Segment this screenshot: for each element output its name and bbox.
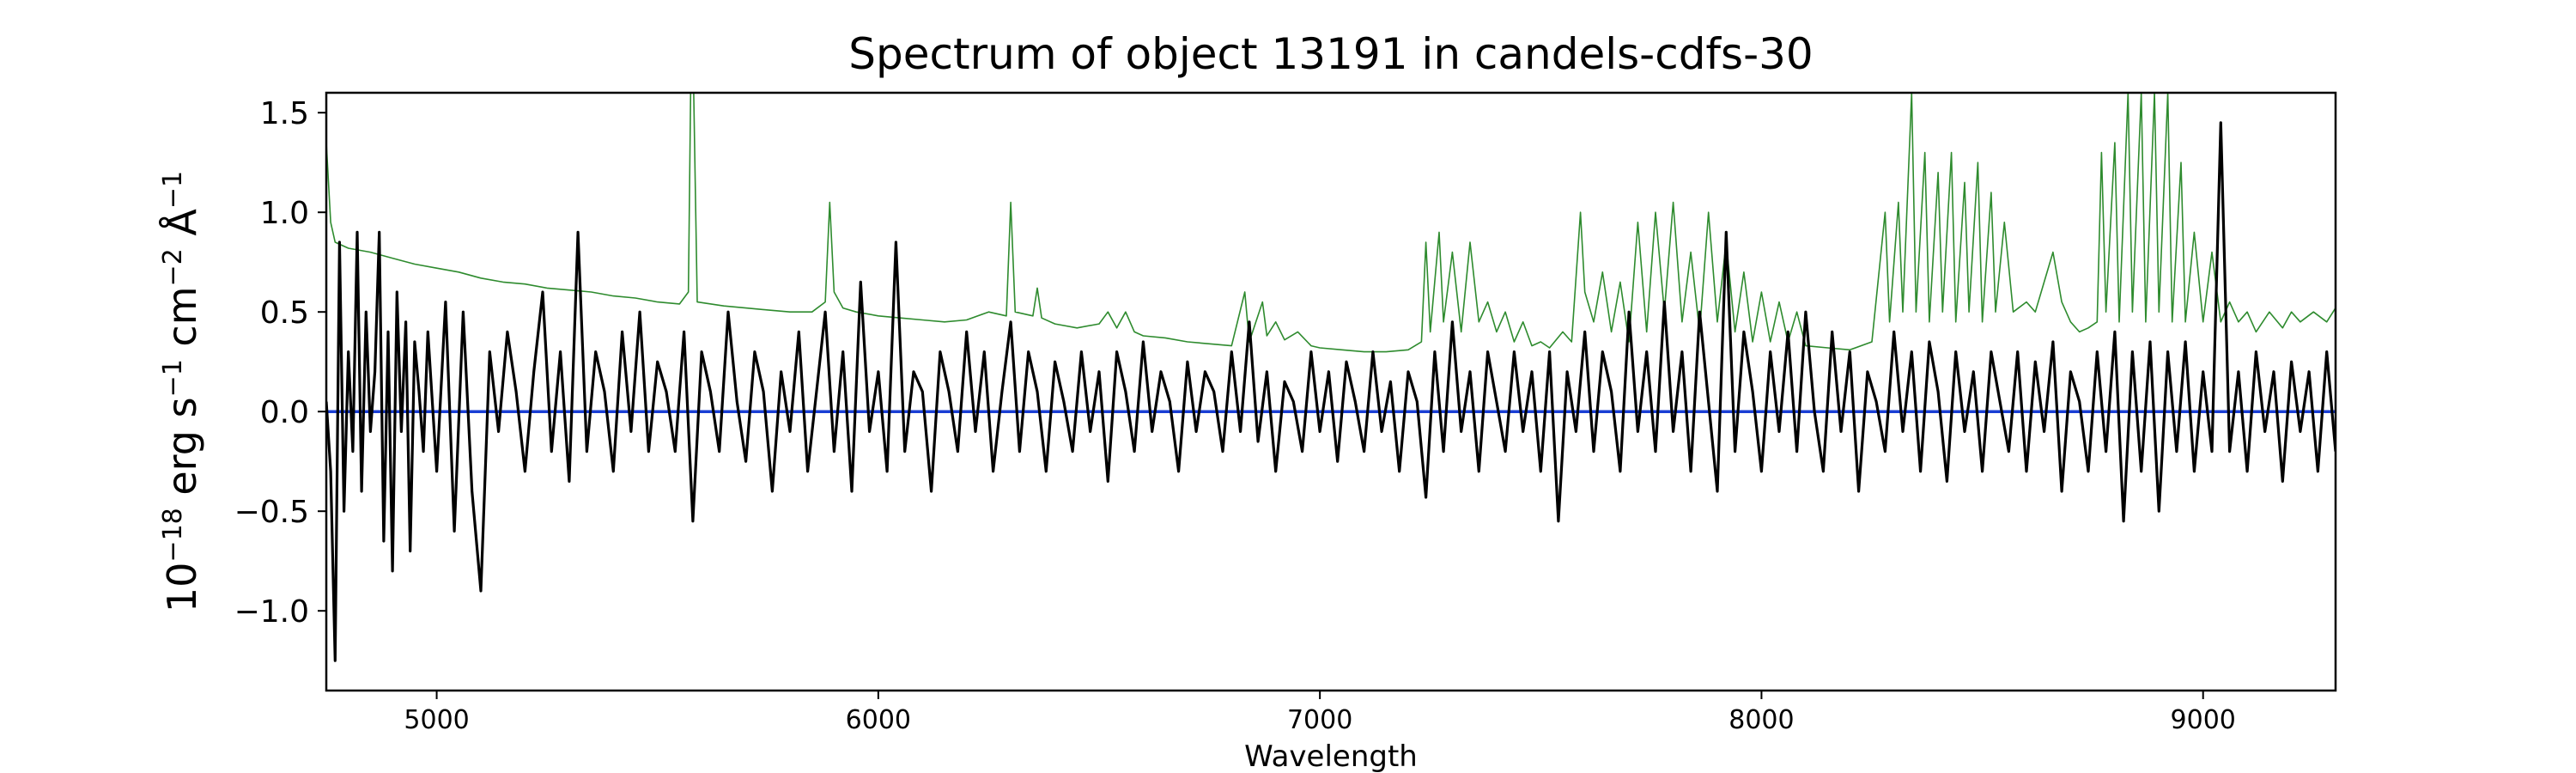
x-tick-label: 9000 — [2171, 705, 2236, 735]
y-axis: −1.0 −0.5 0.0 0.5 1.0 1.5 — [234, 96, 326, 630]
plot-frame — [325, 91, 2337, 692]
y-label-exp3: −1 — [158, 171, 188, 209]
x-tick-label: 6000 — [846, 705, 911, 735]
y-label-unit3: Å — [159, 209, 205, 249]
y-label-exp: −18 — [158, 508, 188, 562]
plot-area — [326, 93, 2336, 662]
y-tick-label: −0.5 — [234, 495, 309, 530]
series-line-noise — [326, 93, 2336, 353]
y-label-base: 10 — [159, 563, 205, 613]
y-tick-label: 0.5 — [260, 295, 309, 331]
series-line-flux — [326, 121, 2336, 662]
y-label-unit1: erg s — [159, 397, 205, 508]
y-label-exp2: −2 — [158, 248, 188, 286]
x-tick-label: 5000 — [404, 705, 469, 735]
y-tick-label: 1.5 — [260, 96, 309, 131]
x-axis: 5000 6000 7000 8000 9000 — [404, 691, 2236, 735]
y-label-unit2: cm — [159, 286, 205, 359]
y-tick-label: −1.0 — [234, 594, 309, 630]
x-axis-label: Wavelength — [1244, 740, 1418, 773]
x-tick-label: 8000 — [1728, 705, 1794, 735]
chart-title: Spectrum of object 13191 in candels-cdfs… — [848, 29, 1814, 79]
y-tick-label: 0.0 — [260, 395, 309, 430]
y-label-exp1: −1 — [158, 359, 188, 397]
y-tick-label: 1.0 — [260, 196, 309, 231]
x-tick-label: 7000 — [1287, 705, 1352, 735]
y-axis-label: 10−18 erg s−1 cm−2 Å−1 — [158, 171, 206, 612]
